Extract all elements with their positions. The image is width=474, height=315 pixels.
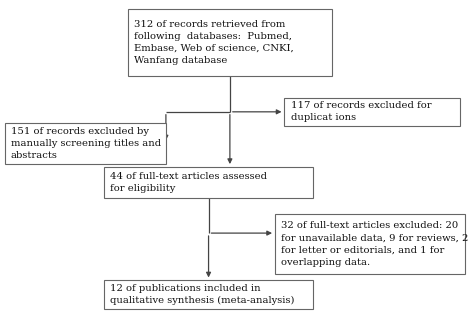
Text: 12 of publications included in
qualitative synthesis (meta-analysis): 12 of publications included in qualitati… [110, 284, 295, 305]
Text: 117 of records excluded for
duplicat ions: 117 of records excluded for duplicat ion… [291, 101, 431, 123]
FancyBboxPatch shape [104, 280, 313, 309]
FancyBboxPatch shape [128, 9, 332, 76]
FancyBboxPatch shape [284, 98, 460, 126]
Text: 151 of records excluded by
manually screening titles and
abstracts: 151 of records excluded by manually scre… [11, 127, 161, 160]
Text: 312 of records retrieved from
following  databases:  Pubmed,
Embase, Web of scie: 312 of records retrieved from following … [134, 20, 294, 65]
FancyBboxPatch shape [275, 214, 465, 274]
Text: 32 of full-text articles excluded: 20
for unavailable data, 9 for reviews, 2
for: 32 of full-text articles excluded: 20 fo… [281, 221, 468, 267]
Text: 44 of full-text articles assessed
for eligibility: 44 of full-text articles assessed for el… [110, 172, 267, 193]
FancyBboxPatch shape [5, 123, 166, 164]
FancyBboxPatch shape [104, 167, 313, 198]
